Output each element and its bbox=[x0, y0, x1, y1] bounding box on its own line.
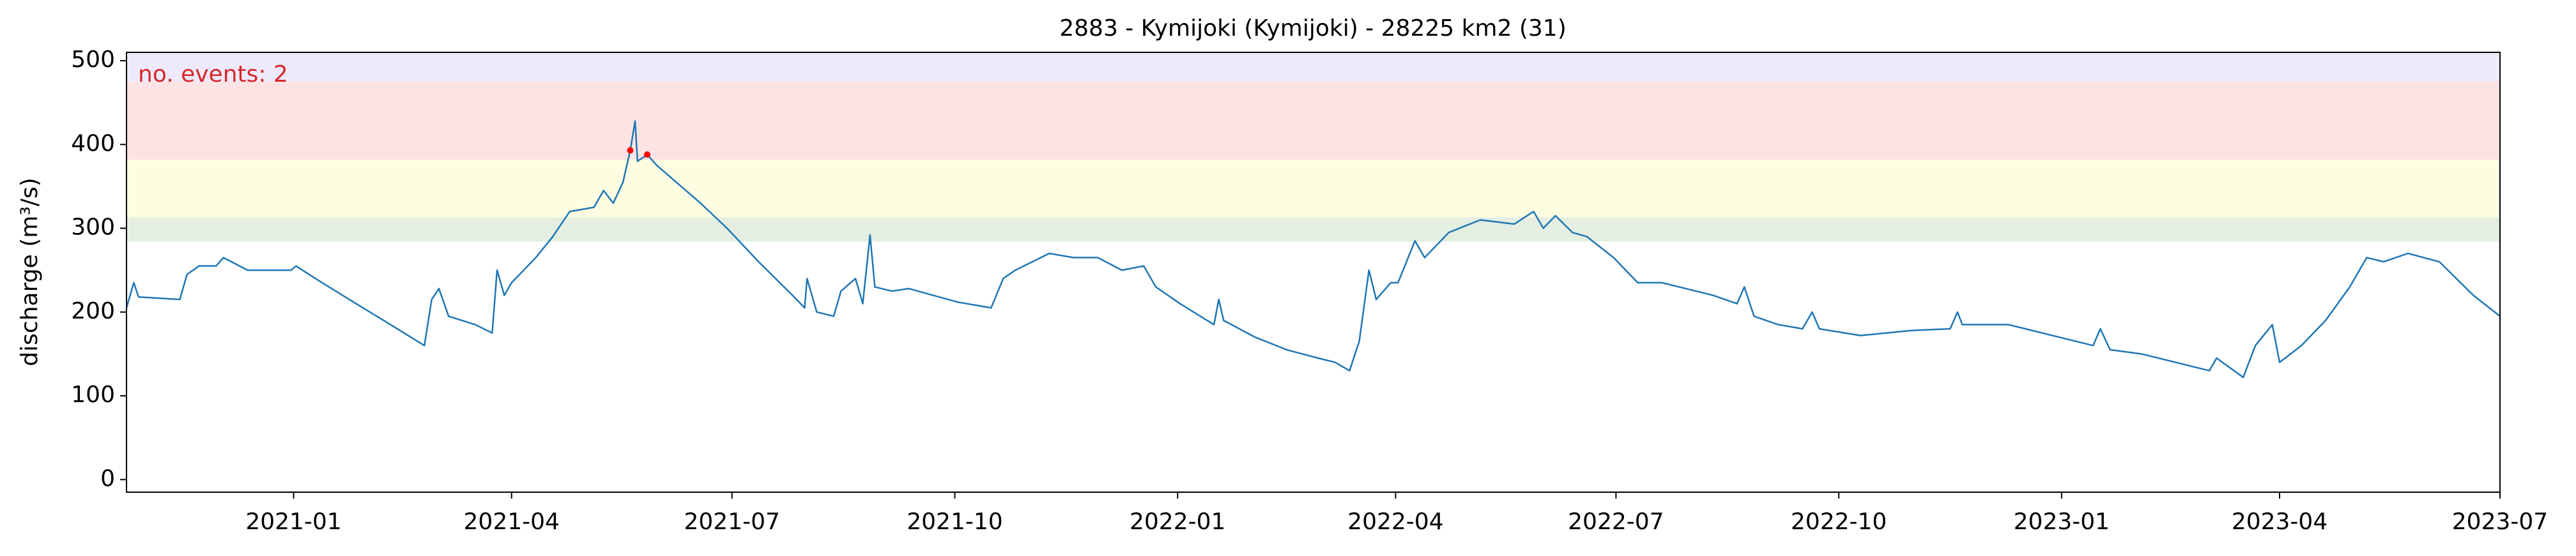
y-tick-label: 0 bbox=[100, 465, 115, 492]
annotation: no. events: 2 bbox=[138, 61, 288, 87]
y-tick-label: 500 bbox=[71, 47, 115, 73]
y-tick-label: 100 bbox=[71, 382, 115, 408]
y-tick-label: 400 bbox=[71, 130, 115, 156]
x-tick-label: 2021-04 bbox=[464, 509, 560, 535]
x-tick-label: 2022-07 bbox=[1568, 509, 1664, 535]
chart-title: 2883 - Kymijoki (Kymijoki) - 28225 km2 (… bbox=[1059, 15, 1567, 41]
x-tick-label: 2022-10 bbox=[1791, 509, 1887, 535]
threshold-band bbox=[126, 159, 2500, 218]
x-tick-label: 2023-01 bbox=[2014, 509, 2110, 535]
x-tick-label: 2021-10 bbox=[907, 509, 1002, 535]
x-tick-label: 2022-01 bbox=[1130, 509, 1225, 535]
plot-frame bbox=[126, 52, 2501, 493]
threshold-band bbox=[126, 81, 2500, 160]
x-tick-label: 2023-07 bbox=[2452, 509, 2548, 535]
y-tick-label: 200 bbox=[71, 298, 115, 324]
x-tick-label: 2021-07 bbox=[684, 509, 779, 535]
x-tick-label: 2022-04 bbox=[1347, 509, 1443, 535]
x-tick-label: 2023-04 bbox=[2232, 509, 2327, 535]
threshold-band bbox=[126, 52, 2500, 82]
event-point bbox=[644, 151, 651, 158]
y-tick-label: 300 bbox=[71, 214, 115, 241]
x-tick-label: 2021-01 bbox=[245, 509, 341, 535]
series-line bbox=[125, 120, 2501, 379]
y-axis-label: discharge (m³/s) bbox=[17, 177, 43, 366]
threshold-band bbox=[126, 217, 2500, 242]
event-point bbox=[627, 147, 634, 154]
